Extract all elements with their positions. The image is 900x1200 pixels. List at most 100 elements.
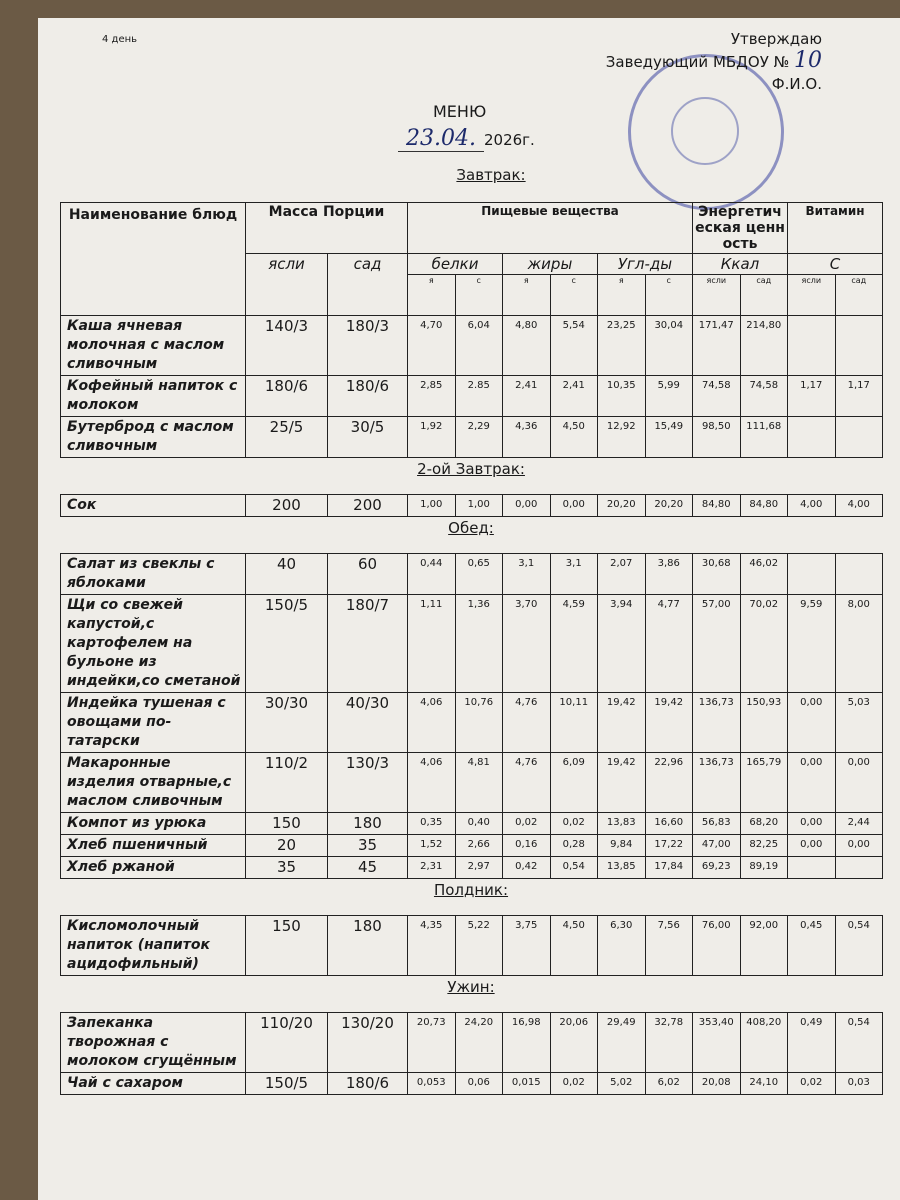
mass-nursery: 150/5 [245, 594, 328, 693]
mass-kindergarten: 130/3 [327, 752, 408, 813]
nutrition-value: 84,80 [692, 494, 741, 517]
nutrition-value: 98,50 [692, 416, 741, 458]
nutrition-value: 4,06 [407, 752, 456, 813]
nutrition-value: 2,31 [407, 856, 456, 879]
nutrition-value: 2,66 [454, 834, 503, 857]
nutrition-value: 46,02 [739, 553, 788, 595]
mass-nursery: 40 [245, 553, 328, 595]
dish-name: Каша ячневая молочная с маслом сливочным [60, 315, 246, 376]
nutrition-value: 0,16 [502, 834, 551, 857]
nutrition-value: 4,76 [502, 692, 551, 753]
nutrition-value: 0,54 [834, 915, 883, 976]
mass-nursery: 35 [245, 856, 328, 879]
header-subcolumn: ясли [692, 274, 741, 316]
nutrition-value: 22,96 [644, 752, 693, 813]
dish-name: Кофейный напиток с молоком [60, 375, 246, 417]
mass-nursery: 20 [245, 834, 328, 857]
nutrition-value: 9,84 [597, 834, 646, 857]
nutrition-value: 0,06 [454, 1072, 503, 1095]
nutrition-value: 0,00 [502, 494, 551, 517]
approval-line3: Ф.И.О. [771, 75, 822, 93]
nutrition-value: 10,35 [597, 375, 646, 417]
section-title: Обед: [448, 519, 494, 537]
nutrition-value: 0,053 [407, 1072, 456, 1095]
nutrition-value: 136,73 [692, 692, 741, 753]
mass-nursery: 150 [245, 812, 328, 835]
header-subcolumn: с [549, 274, 598, 316]
nutrition-value: 10,11 [549, 692, 598, 753]
nutrition-value: 84,80 [739, 494, 788, 517]
header-subcolumn: с [454, 274, 503, 316]
nutrition-value: 4,50 [549, 416, 598, 458]
nutrition-value: 68,20 [739, 812, 788, 835]
nutrition-value: 4,77 [644, 594, 693, 693]
nutrition-value: 15,49 [644, 416, 694, 458]
nutrition-value: 2,41 [549, 375, 598, 417]
table-row: Хлеб ржаной 35 45 2,31 2,97 0,42 0,54 13,85 17… [60, 856, 883, 879]
nutrition-value: 111,68 [739, 416, 789, 458]
dish-name: Индейка тушеная с овощами по-татарски [60, 692, 246, 753]
nutrition-value: 0,54 [834, 1012, 883, 1073]
menu-tables: Завтрак: Наименование блюд Масса Порции П… [60, 166, 884, 1095]
day-label: 4 день [102, 34, 138, 45]
mass-kindergarten: 180/6 [327, 1072, 408, 1095]
mass-nursery: 150 [245, 915, 328, 976]
table-row: Хлеб пшеничный 20 35 1,52 2,66 0,16 0,28 9,84… [60, 834, 883, 857]
nutrition-value: 0,02 [787, 1072, 836, 1095]
nutrition-value [834, 553, 883, 595]
nutrition-value: 0,02 [549, 812, 598, 835]
header-fats: жиры [502, 253, 598, 275]
header-subcolumn: я [502, 274, 551, 316]
nutrition-value: 0,00 [834, 834, 883, 857]
mass-kindergarten: 180 [327, 812, 408, 835]
nutrition-value: 2.85 [454, 375, 503, 417]
dish-name: Макаронные изделия отварные,с маслом сли… [60, 752, 246, 813]
menu-date: 23.04. 2026г. [398, 126, 535, 152]
mass-kindergarten: 35 [327, 834, 408, 857]
table-row: Запеканка творожная с молоком сгущённым … [60, 1012, 883, 1073]
header-subcolumn: сад [739, 274, 789, 316]
table-row: Сок 200 200 1,00 1,00 0,00 0,00 20,20 20,20 84,… [60, 494, 883, 517]
dish-name: Салат из свеклы с яблоками [60, 553, 246, 595]
header-carbs: Угл-ды [596, 253, 694, 275]
nutrition-value: 1,00 [454, 494, 503, 517]
nutrition-value: 4,00 [834, 494, 883, 517]
table-row: Кисломолочный напиток (напиток ацидофиль… [60, 915, 883, 976]
nutrition-value [834, 315, 884, 376]
nutrition-value: 6,09 [549, 752, 598, 813]
nutrition-value [787, 856, 836, 879]
nutrition-value: 165,79 [739, 752, 788, 813]
nutrition-value: 16,98 [502, 1012, 551, 1073]
menu-document: 4 день Утверждаю Заведующий МБДОУ № 10 Ф… [38, 18, 900, 1200]
nutrition-value: 4,36 [502, 416, 551, 458]
nutrition-value: 89,19 [739, 856, 788, 879]
mass-nursery: 200 [245, 494, 328, 517]
nutrition-value: 1,36 [454, 594, 503, 693]
nutrition-value: 6,02 [644, 1072, 693, 1095]
nutrition-value: 4,00 [787, 494, 836, 517]
dish-name: Хлеб пшеничный [60, 834, 246, 857]
nutrition-value: 19,42 [597, 692, 646, 753]
header-proteins: белки [407, 253, 503, 275]
section-title: 2-ой Завтрак: [417, 460, 525, 478]
header-subcolumn: ясли [787, 274, 836, 316]
nutrition-value: 16,60 [644, 812, 693, 835]
nutrition-value: 24,20 [454, 1012, 503, 1073]
nutrition-value: 2,44 [834, 812, 883, 835]
header-kcal: Ккал [692, 253, 789, 275]
section-title: Завтрак: [456, 166, 526, 184]
nutrition-value: 0,42 [502, 856, 551, 879]
header-subcolumn: сад [834, 274, 884, 316]
dish-name: Компот из урюка [60, 812, 246, 835]
mass-nursery: 25/5 [245, 416, 328, 458]
header-mass: Масса Порции [245, 202, 408, 254]
nutrition-value: 0,00 [549, 494, 598, 517]
mass-kindergarten: 45 [327, 856, 408, 879]
date-handwritten: 23.04. [398, 126, 484, 152]
nutrition-value: 3,75 [502, 915, 551, 976]
date-year: 2026г. [483, 131, 535, 149]
mass-nursery: 30/30 [245, 692, 328, 753]
nutrition-value: 408,20 [739, 1012, 788, 1073]
nutrition-value: 92,00 [739, 915, 788, 976]
nutrition-value: 4,35 [407, 915, 456, 976]
